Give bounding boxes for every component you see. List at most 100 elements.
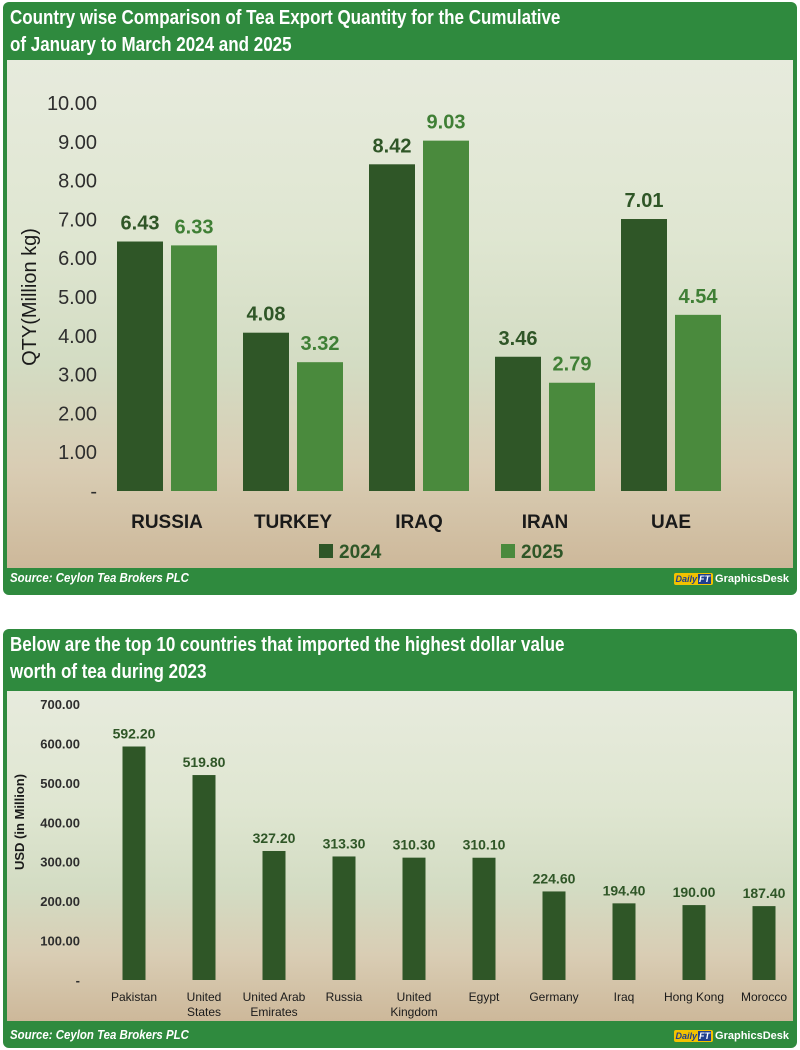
x-category-label: TURKEY xyxy=(254,512,332,533)
bar-iran-2024 xyxy=(495,356,541,491)
x-category-label: United Arab xyxy=(243,990,306,1004)
data-label: 9.03 xyxy=(427,112,466,134)
y-tick-label: 700.00 xyxy=(40,697,80,712)
x-category-label: Kingdom xyxy=(390,1005,437,1019)
y-tick-label: 100.00 xyxy=(40,934,80,949)
data-label: 6.43 xyxy=(121,213,160,235)
data-label: 194.40 xyxy=(603,882,646,898)
data-label: 6.33 xyxy=(175,216,214,238)
y-tick-label: 400.00 xyxy=(40,815,80,830)
legend-swatch-2024 xyxy=(319,544,333,558)
bar-germany xyxy=(542,891,566,980)
bar-united-arab-emirates xyxy=(262,850,286,980)
y-tick-label: 2.00 xyxy=(58,403,97,425)
import-value-chart-brand: Daily FT GraphicsDesk xyxy=(673,1030,789,1042)
data-label: 190.00 xyxy=(673,884,716,900)
y-tick-label: 200.00 xyxy=(40,894,80,909)
x-category-label: Hong Kong xyxy=(664,990,724,1004)
data-label: 187.40 xyxy=(743,885,786,901)
x-category-label: Russia xyxy=(326,990,363,1004)
import-value-chart-title: Below are the top 10 countries that impo… xyxy=(10,632,564,686)
data-label: 313.30 xyxy=(323,835,366,851)
import-value-chart-panel: Below are the top 10 countries that impo… xyxy=(3,629,797,1048)
quantity-chart-source: Source: Ceylon Tea Brokers PLC xyxy=(10,570,189,585)
y-tick-label: 5.00 xyxy=(58,287,97,309)
y-tick-label: 3.00 xyxy=(58,365,97,387)
y-tick-label: 6.00 xyxy=(58,248,97,270)
y-tick-label: 8.00 xyxy=(58,171,97,193)
data-label: 3.46 xyxy=(499,328,538,350)
x-category-label: United xyxy=(397,990,432,1004)
bar-united-kingdom xyxy=(402,857,426,980)
y-tick-label: 10.00 xyxy=(47,93,97,115)
x-category-label: Pakistan xyxy=(111,990,157,1004)
x-category-label: Germany xyxy=(529,990,578,1004)
bar-hong-kong xyxy=(682,905,706,980)
quantity-chart-title: Country wise Comparison of Tea Export Qu… xyxy=(10,5,560,59)
dailyft-logo-icon: Daily FT xyxy=(673,573,714,585)
legend-label-2025: 2025 xyxy=(521,542,564,563)
data-label: 327.20 xyxy=(253,830,296,846)
data-label: 519.80 xyxy=(183,754,226,770)
bar-turkey-2024 xyxy=(243,332,289,491)
quantity-chart-panel: Country wise Comparison of Tea Export Qu… xyxy=(3,2,797,595)
x-category-label: RUSSIA xyxy=(131,512,203,533)
import-value-bar-chart: - 100.00 200.00 300.00 400.00 500.00 600.00 700… xyxy=(12,697,787,1019)
legend-label-2024: 2024 xyxy=(339,542,382,563)
import-value-chart-title-line2: worth of tea during 2023 xyxy=(10,661,207,683)
data-label: 8.42 xyxy=(373,135,412,157)
bar-united-states xyxy=(192,775,216,980)
import-value-chart-plot: - 100.00 200.00 300.00 400.00 500.00 600.00 700… xyxy=(7,691,793,1021)
bar-uae-2024 xyxy=(621,219,667,491)
quantity-chart-title-line2: of January to March 2024 and 2025 xyxy=(10,34,292,56)
x-category-label: IRAQ xyxy=(395,512,443,533)
bar-turkey-2025 xyxy=(297,362,343,491)
bar-iraq xyxy=(612,903,636,980)
data-label: 7.01 xyxy=(625,190,664,212)
y-axis-title: QTY(Million kg) xyxy=(19,228,41,366)
y-tick-label: 7.00 xyxy=(58,209,97,231)
data-label: 592.20 xyxy=(113,726,156,742)
bar-russia-2025 xyxy=(171,245,217,491)
y-axis-title: USD (in Million) xyxy=(12,774,27,870)
bar-egypt xyxy=(472,857,496,980)
data-label: 4.54 xyxy=(679,286,719,308)
y-tick-label: 600.00 xyxy=(40,736,80,751)
y-tick-label: 4.00 xyxy=(58,326,97,348)
quantity-chart-title-line1: Country wise Comparison of Tea Export Qu… xyxy=(10,7,561,29)
x-category-label: IRAN xyxy=(522,512,568,533)
dailyft-logo-icon: Daily FT xyxy=(673,1030,714,1042)
quantity-chart-brand: Daily FT GraphicsDesk xyxy=(673,573,789,585)
x-category-label: Emirates xyxy=(250,1005,297,1019)
bar-uae-2025 xyxy=(675,314,721,491)
y-tick-label: - xyxy=(90,481,97,503)
bar-morocco xyxy=(752,906,776,980)
y-tick-label: - xyxy=(76,973,80,988)
legend-swatch-2025 xyxy=(501,544,515,558)
data-label: 4.08 xyxy=(247,304,286,326)
y-tick-label: 500.00 xyxy=(40,776,80,791)
quantity-chart-plot: - 1.00 2.00 3.00 4.00 5.00 6.00 7.00 8.00 9.00 10.… xyxy=(7,60,793,568)
data-label: 3.32 xyxy=(301,333,340,355)
brand-name: GraphicsDesk xyxy=(715,573,789,585)
quantity-bar-chart: - 1.00 2.00 3.00 4.00 5.00 6.00 7.00 8.00 9.00 10.… xyxy=(19,93,721,563)
x-category-label: Egypt xyxy=(469,990,500,1004)
x-category-label: United xyxy=(187,990,222,1004)
data-label: 2.79 xyxy=(553,354,592,376)
import-value-chart-title-line1: Below are the top 10 countries that impo… xyxy=(10,634,565,656)
data-label: 310.30 xyxy=(393,837,436,853)
data-label: 224.60 xyxy=(533,870,576,886)
data-label: 310.10 xyxy=(463,837,506,853)
bar-iraq-2024 xyxy=(369,164,415,491)
bar-iran-2025 xyxy=(549,382,595,491)
x-category-label: States xyxy=(187,1005,221,1019)
y-tick-label: 9.00 xyxy=(58,132,97,154)
bar-russia xyxy=(332,856,356,980)
x-category-label: Morocco xyxy=(741,990,787,1004)
x-category-label: UAE xyxy=(651,512,691,533)
y-tick-label: 1.00 xyxy=(58,442,97,464)
import-value-chart-source: Source: Ceylon Tea Brokers PLC xyxy=(10,1027,189,1042)
bar-russia-2024 xyxy=(117,241,163,491)
brand-name: GraphicsDesk xyxy=(715,1030,789,1042)
bar-iraq-2025 xyxy=(423,140,469,492)
